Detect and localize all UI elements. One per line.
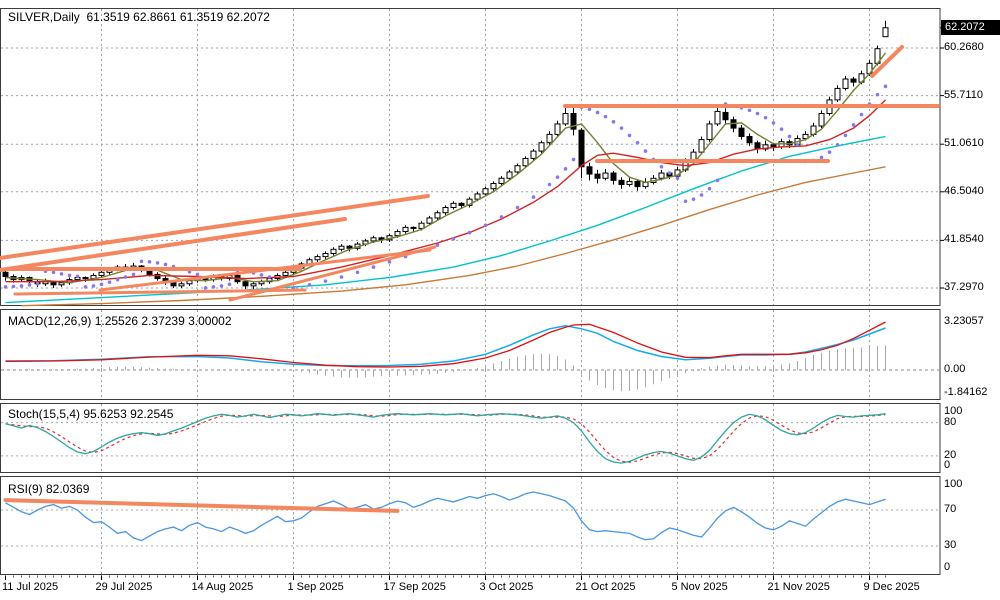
- macd-axis-label: -1.84162: [944, 386, 988, 398]
- stoch-axis-label: 20: [944, 448, 957, 461]
- stochastic-panel: [1, 413, 939, 464]
- stoch-indicator-label: Stoch(15,5,4) 95.6253 92.2545: [8, 407, 174, 421]
- date-axis-label: 3 Oct 2025: [479, 581, 534, 593]
- rsi-axis-label: 30: [944, 539, 957, 551]
- rsi-axis-label: 100: [944, 478, 963, 490]
- price-axis-label: 37.2970: [944, 281, 984, 293]
- price-axis-label: 55.7110: [944, 88, 983, 101]
- parabolic-sar-dots: [3, 84, 888, 292]
- macd-indicator-label: MACD(12,26,9) 1.25526 2.37239 3.00002: [8, 314, 232, 328]
- stoch-axis-label: 0: [944, 459, 951, 471]
- chart-title: SILVER,Daily 61.3519 62.8661 61.3519 62.…: [8, 10, 270, 24]
- stoch-axis-label: 80: [944, 415, 957, 428]
- date-axis-label: 21 Oct 2025: [575, 581, 636, 593]
- date-axis-label: 17 Sep 2025: [383, 581, 446, 593]
- axis-ticks: [5, 27, 944, 580]
- rsi-axis-label: 0: [944, 561, 951, 573]
- ma-fast-olive-line: [5, 52, 887, 284]
- rsi-axis-label: 70: [944, 503, 957, 515]
- current-price-badge: 62.2072: [941, 20, 1000, 35]
- rsi-indicator-label: RSI(9) 82.0369: [8, 482, 90, 496]
- date-axis-label: 1 Sep 2025: [287, 581, 344, 593]
- ma-slowest-orange-line: [21, 166, 886, 307]
- macd-axis-label: 3.23057: [944, 314, 984, 327]
- macd-axis-label: 0.00: [944, 363, 966, 375]
- price-axis-label: 46.5040: [944, 184, 984, 197]
- macd-panel: [1, 321, 939, 392]
- date-axis-label: 29 Jul 2025: [95, 581, 153, 593]
- panel-borders: [0, 8, 941, 575]
- price-axis-label: 51.0610: [944, 137, 984, 150]
- stoch-axis-label: 100: [944, 404, 963, 417]
- date-axis-label: 14 Aug 2025: [191, 581, 254, 593]
- ma-mid-red-line: [5, 99, 886, 283]
- rsi-panel: [1, 491, 939, 547]
- price-axis-label: 41.8540: [944, 233, 984, 246]
- trendlines: [0, 45, 940, 302]
- date-axis-label: 9 Dec 2025: [863, 581, 920, 593]
- date-axis-label: 5 Nov 2025: [671, 581, 728, 593]
- price-axis-label: 60.2680: [944, 41, 984, 53]
- price-gridlines: [1, 47, 939, 289]
- date-axis-label: 21 Nov 2025: [767, 581, 830, 593]
- date-axis-label: 11 Jul 2025: [2, 581, 59, 593]
